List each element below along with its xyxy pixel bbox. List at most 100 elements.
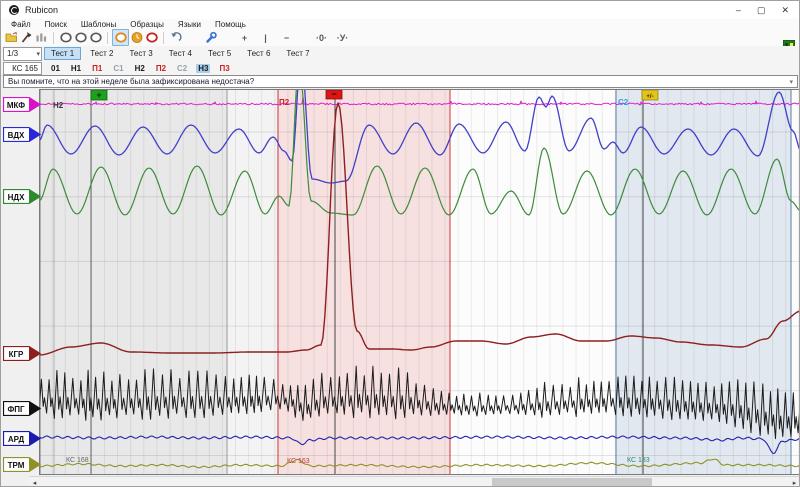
trace-ндх <box>40 90 799 216</box>
horizontal-scrollbar[interactable]: ◂ ▸ <box>29 476 799 487</box>
question-zone <box>40 90 227 474</box>
tab-test-6[interactable]: Тест 6 <box>247 49 271 58</box>
toolbar-separator <box>53 31 54 44</box>
svg-text:НДХ: НДХ <box>8 193 25 202</box>
question-marker-01[interactable]: 01 <box>51 63 60 73</box>
channel-tag-мкф[interactable]: МКФ <box>2 96 42 113</box>
question-zone <box>227 90 278 474</box>
toolbar-right <box>781 37 796 52</box>
clock-icon[interactable] <box>129 30 144 45</box>
channel-tag-кгр[interactable]: КГР <box>2 345 42 362</box>
channel-tag-трм[interactable]: ТРМ <box>2 456 42 473</box>
menu-item-5[interactable]: Языки <box>177 19 202 29</box>
question-markers: 01 Н1 П1 С1 Н2 П2 С2 Н3 П3 <box>42 63 232 73</box>
menu-item-3[interactable]: Шаблоны <box>80 19 117 29</box>
menu-item-2[interactable]: Поиск <box>44 19 67 29</box>
scrollbar-track[interactable] <box>40 477 789 486</box>
question-marker-п3[interactable]: П3 <box>219 63 230 73</box>
plus-marker-icon[interactable] <box>112 29 129 46</box>
circle-marker-1-icon[interactable] <box>58 30 73 45</box>
wrench-icon[interactable] <box>203 30 218 45</box>
menu-item-1[interactable]: Файл <box>11 19 31 29</box>
question-marker-с2[interactable]: С2 <box>177 63 188 73</box>
tab-test-7[interactable]: Тест 7 <box>286 49 310 58</box>
question-marker-п2[interactable]: П2 <box>155 63 167 73</box>
y-scale-button[interactable]: ·У· <box>336 32 349 43</box>
toolbar: + | − ·0· ·У· <box>1 29 799 47</box>
question-zone <box>278 90 450 474</box>
toolbar-separator <box>107 31 108 44</box>
menu-item-6[interactable]: Помощь <box>215 19 246 29</box>
event-label: Н2 <box>53 101 64 110</box>
chart-area[interactable]: + − +/- Н2 П2 С2 КС 168 КС 163 КС 183 <box>39 89 800 475</box>
grid-vertical <box>51 90 799 474</box>
answer-mixed-marker-glyph: +/- <box>646 94 653 100</box>
scroll-right-button[interactable]: ▸ <box>792 479 797 487</box>
app-icon <box>9 5 19 15</box>
ks-bottom-label: КС 168 <box>66 457 89 464</box>
trace-кгр <box>40 102 799 356</box>
trace-трм <box>40 458 799 469</box>
restore-button[interactable]: ▢ <box>756 5 766 15</box>
question-marker-н3[interactable]: Н3 <box>196 63 211 73</box>
zoom-out-button[interactable]: − <box>283 32 290 43</box>
ks-field[interactable]: КС 165 <box>3 61 42 75</box>
channel-tag-ндх[interactable]: НДХ <box>2 188 42 205</box>
channel-tag-вдх[interactable]: ВДХ <box>2 126 42 143</box>
tab-test-2[interactable]: Тест 2 <box>90 49 114 58</box>
trace-фпг <box>40 365 799 440</box>
trace-вдх <box>40 90 799 184</box>
plot-border <box>39 89 799 475</box>
question-marker-н2[interactable]: Н2 <box>134 63 145 73</box>
channel-tag-фпг[interactable]: ФПГ <box>2 400 42 417</box>
svg-text:ВДХ: ВДХ <box>8 131 25 140</box>
svg-text:ТРМ: ТРМ <box>8 461 25 470</box>
scrollbar-thumb[interactable] <box>492 478 652 486</box>
question-marker-п1[interactable]: П1 <box>92 63 103 73</box>
answer-no-marker-glyph: − <box>331 89 336 99</box>
title-bar: Rubicon – ▢ ✕ <box>1 1 799 20</box>
grid-horizontal <box>40 131 799 456</box>
chevron-down-icon: ▾ <box>789 78 793 86</box>
circle-marker-2-icon[interactable] <box>73 30 88 45</box>
test-tabs-row: 1/3 ▾ Тест 1 Тест 2 Тест 3 Тест 4 Тест 5 Тест… <box>1 46 799 62</box>
toolbar-separator <box>163 31 164 44</box>
circle-marker-3-icon[interactable] <box>88 30 103 45</box>
page-selector-value: 1/3 <box>7 49 19 58</box>
question-combobox[interactable]: Вы помните, что на этой неделе была зафи… <box>3 75 798 88</box>
channel-tag-ард[interactable]: АРД <box>2 430 42 447</box>
question-marker-с1[interactable]: С1 <box>113 63 124 73</box>
scroll-left-button[interactable]: ◂ <box>32 479 37 487</box>
ks-bottom-label: КС 183 <box>627 457 650 464</box>
minus-marker-icon[interactable] <box>144 30 159 45</box>
page-selector-dropdown[interactable]: 1/3 ▾ <box>3 46 42 61</box>
tool-icon[interactable] <box>19 30 34 45</box>
svg-text:АРД: АРД <box>8 435 25 444</box>
window-controls: – ▢ ✕ <box>736 5 799 15</box>
zoom-in-button[interactable]: + <box>241 32 248 43</box>
question-marker-н1[interactable]: Н1 <box>70 63 82 73</box>
sensor-status-icon[interactable] <box>781 37 796 52</box>
tab-test-4[interactable]: Тест 4 <box>168 49 192 58</box>
minimize-button[interactable]: – <box>735 5 741 15</box>
trace-ард <box>40 435 799 455</box>
menu-bar: Файл Поиск Шаблоны Образцы Языки Помощь <box>1 19 799 29</box>
divider-glyph[interactable]: | <box>264 32 267 43</box>
chevron-down-icon: ▾ <box>36 50 40 58</box>
ks-bottom-label: КС 163 <box>287 458 310 465</box>
zero-line-button[interactable]: ·0· <box>316 32 327 43</box>
svg-text:МКФ: МКФ <box>7 101 25 110</box>
open-folder-icon[interactable] <box>4 30 19 45</box>
menu-item-4[interactable]: Образцы <box>130 19 164 29</box>
tab-test-3[interactable]: Тест 3 <box>129 49 153 58</box>
test-tabs: Тест 1 Тест 2 Тест 3 Тест 4 Тест 5 Тест 6 Тест… <box>42 47 317 60</box>
svg-text:ФПГ: ФПГ <box>7 405 25 414</box>
tab-test-1[interactable]: Тест 1 <box>44 47 82 60</box>
chart-columns-icon[interactable] <box>34 30 49 45</box>
close-button[interactable]: ✕ <box>781 5 789 15</box>
question-nav-row: КС 165 01 Н1 П1 С1 Н2 П2 С2 Н3 П3 <box>1 61 799 76</box>
undo-icon[interactable] <box>168 30 183 45</box>
svg-text:КГР: КГР <box>9 350 24 359</box>
tab-test-5[interactable]: Тест 5 <box>207 49 232 58</box>
